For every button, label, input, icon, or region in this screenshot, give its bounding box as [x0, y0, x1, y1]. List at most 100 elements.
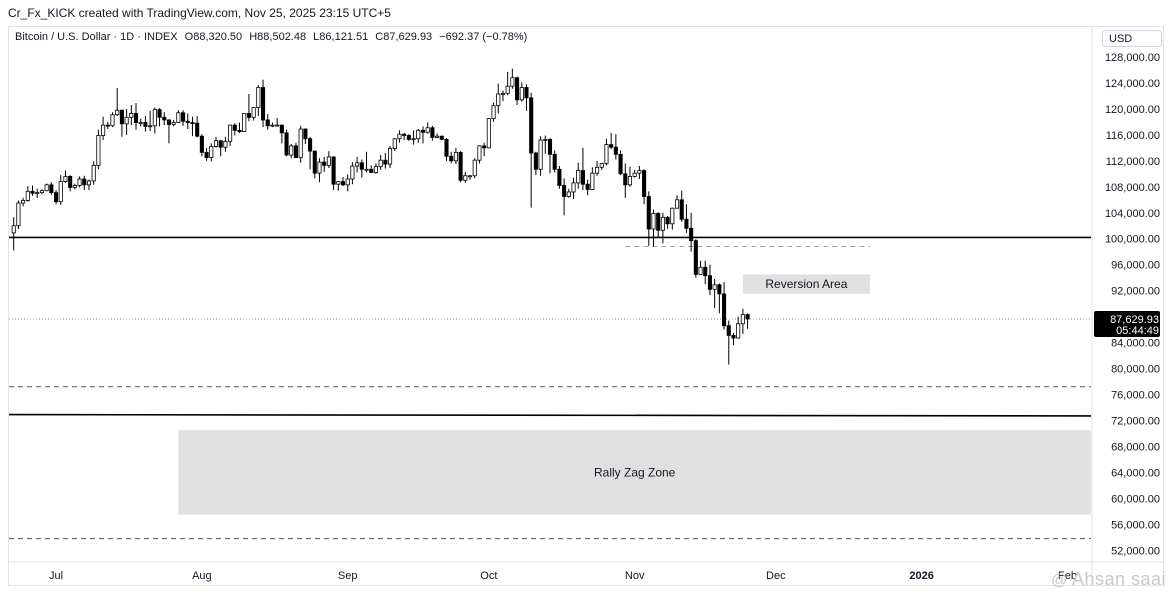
- candle-body: [82, 178, 87, 186]
- candle-body: [148, 125, 153, 128]
- candle-body: [289, 145, 294, 156]
- candle-body: [717, 284, 722, 295]
- candle-body: [566, 191, 571, 197]
- y-tick-label: 64,000.00: [1111, 467, 1160, 479]
- symbol-legend: Bitcoin / U.S. Dollar · 1D · INDEX O88,3…: [15, 31, 531, 43]
- candle-body: [345, 178, 350, 186]
- candle-body: [609, 144, 614, 148]
- candle-body: [665, 216, 670, 225]
- y-tick-label: 72,000.00: [1111, 415, 1160, 427]
- candle-body: [77, 178, 82, 186]
- y-tick-label: 60,000.00: [1111, 493, 1160, 505]
- candle-body: [246, 113, 251, 118]
- watermark-text: Ahsan saai: [1071, 569, 1166, 589]
- candle-body: [670, 207, 675, 225]
- chart-frame: [8, 26, 1164, 586]
- legend-change: −692.37 (−0.78%): [439, 31, 528, 43]
- candle-body: [552, 153, 557, 170]
- watermark: @ Ahsan saai: [1051, 569, 1166, 590]
- candle-body: [642, 170, 647, 197]
- candle-body: [359, 162, 364, 170]
- x-tick-label: Aug: [192, 570, 212, 582]
- y-tick-label: 108,000.00: [1105, 182, 1160, 194]
- candle-body: [651, 213, 656, 230]
- legend-close: C87,629.93: [375, 31, 433, 43]
- candle-body: [223, 140, 228, 148]
- candle-body: [467, 175, 473, 178]
- candle-body: [25, 190, 30, 201]
- candle-body: [524, 87, 529, 99]
- y-tick-label: 80,000.00: [1111, 364, 1160, 376]
- candle-body: [482, 145, 487, 149]
- y-tick-label: 76,000.00: [1111, 389, 1160, 401]
- candle-body: [298, 128, 303, 158]
- candle-body: [477, 145, 482, 161]
- x-tick-label: 2026: [909, 570, 933, 582]
- candle-body: [627, 176, 633, 186]
- candle-body: [39, 190, 44, 194]
- candle-body: [637, 170, 642, 174]
- bar-countdown: 05:44:49: [1116, 325, 1159, 337]
- y-tick-label: 92,000.00: [1111, 286, 1160, 298]
- zone-label-reversion-area: Reversion Area: [765, 277, 847, 291]
- candle-body: [96, 135, 101, 166]
- candle-body: [533, 152, 538, 170]
- candle-body: [500, 92, 506, 95]
- candle-body: [453, 151, 458, 162]
- candle-body: [656, 213, 661, 231]
- candle-body: [420, 129, 426, 133]
- y-tick-label: 52,000.00: [1111, 545, 1160, 557]
- candle-body: [331, 156, 336, 185]
- candle-body: [340, 181, 346, 186]
- candle-body: [157, 109, 162, 118]
- y-tick-label: 124,000.00: [1105, 78, 1160, 90]
- y-tick-label: 56,000.00: [1111, 519, 1160, 531]
- last-price-tag: [1094, 311, 1160, 338]
- candle-body: [237, 129, 242, 133]
- candle-body: [618, 153, 623, 175]
- candle-body: [613, 146, 618, 155]
- candle-body: [505, 85, 510, 94]
- candle-body: [519, 87, 524, 101]
- candle-body: [101, 124, 106, 136]
- candle-body: [308, 138, 313, 152]
- candle-body: [529, 97, 534, 154]
- y-tick-label: 100,000.00: [1105, 234, 1160, 246]
- candle-body: [406, 135, 411, 140]
- currency-selector[interactable]: USD: [1102, 30, 1162, 47]
- x-tick-label: Dec: [766, 570, 786, 582]
- legend-low: L86,121.51: [313, 31, 369, 43]
- candle-body: [195, 122, 200, 137]
- candle-body: [364, 168, 369, 171]
- candle-body: [275, 124, 280, 127]
- candle-body: [143, 122, 148, 127]
- candle-body: [119, 109, 124, 125]
- x-tick-label: Jul: [49, 570, 63, 582]
- candle-body: [689, 227, 694, 242]
- candle-body: [684, 218, 689, 229]
- y-tick-label: 128,000.00: [1105, 52, 1160, 64]
- x-tick-label: Feb: [1058, 570, 1077, 582]
- candle-body: [293, 145, 299, 158]
- candle-body: [585, 183, 590, 190]
- candle-body: [740, 314, 745, 325]
- candle-body: [707, 275, 712, 290]
- candle-body: [458, 151, 463, 181]
- candle-body: [510, 77, 515, 87]
- candle-body: [312, 150, 317, 174]
- candle-body: [133, 113, 139, 123]
- candle-body: [284, 132, 289, 156]
- candle-body: [646, 196, 651, 230]
- candle-body: [736, 323, 741, 339]
- candle-body: [722, 293, 727, 327]
- y-tick-label: 116,000.00: [1106, 130, 1160, 142]
- candle-body: [378, 159, 383, 168]
- candle-body: [623, 173, 628, 186]
- candle-body: [373, 166, 378, 173]
- candle-body: [444, 139, 449, 157]
- candle-body: [336, 181, 341, 185]
- last-price-value: 87,629.93: [1110, 314, 1159, 326]
- candle-body: [129, 113, 134, 118]
- watermark-symbol: @: [1051, 572, 1068, 589]
